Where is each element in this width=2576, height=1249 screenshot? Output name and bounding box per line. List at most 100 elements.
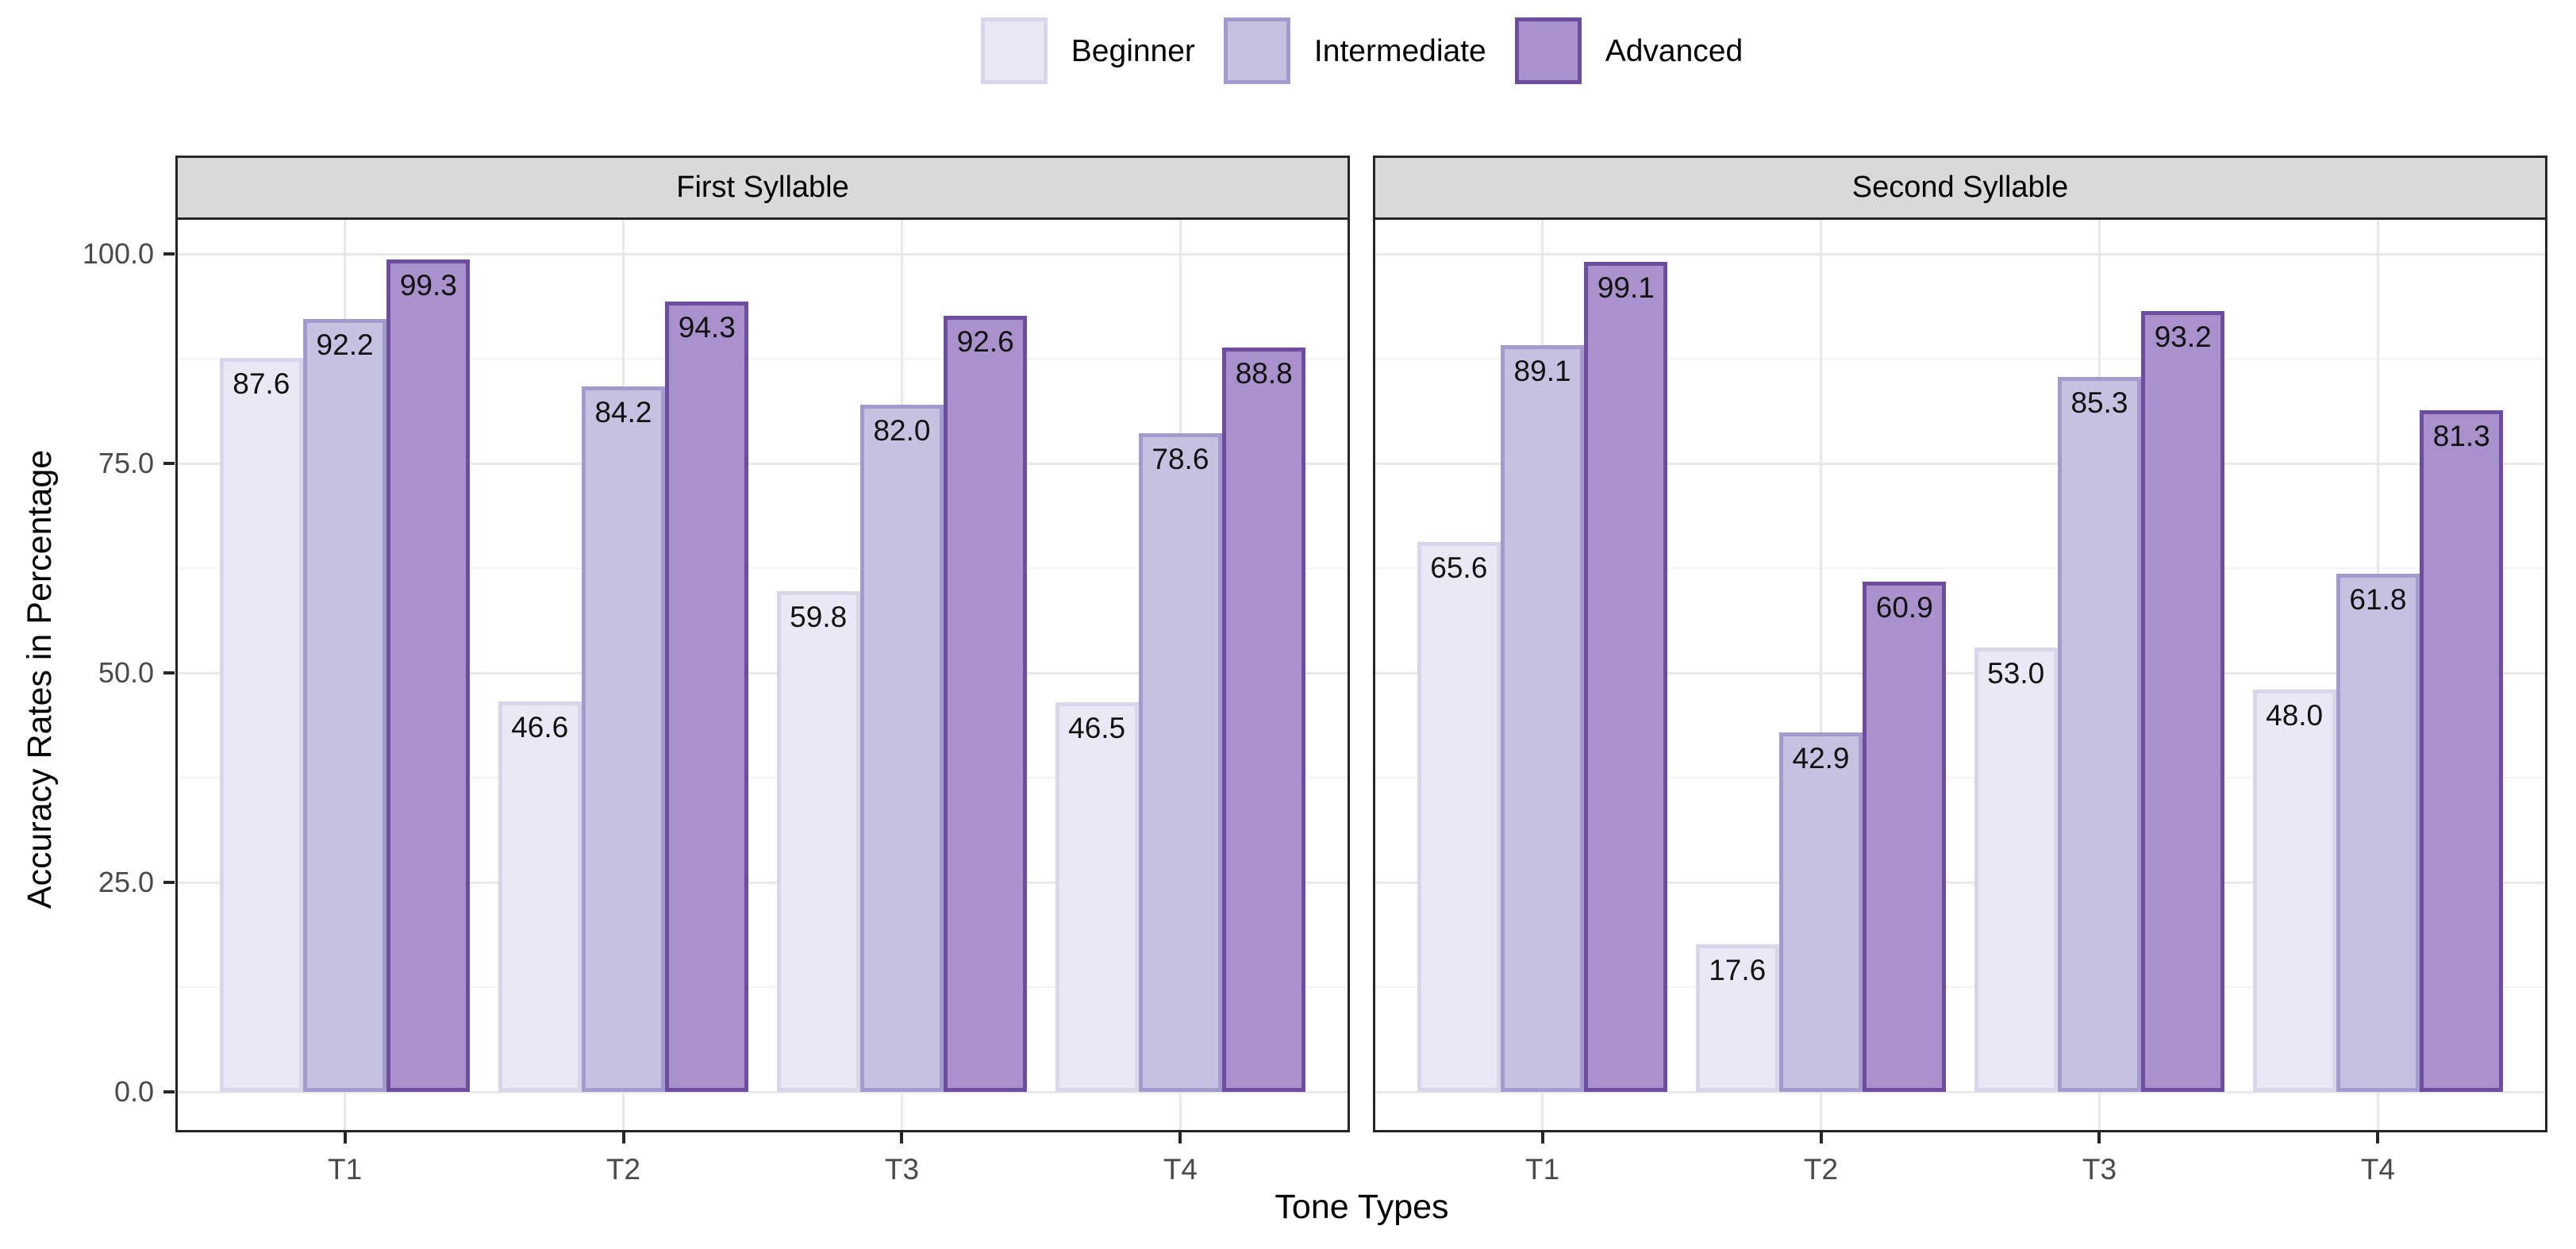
legend-label: Advanced [1605,33,1744,68]
bar-value-label: 78.6 [1152,442,1209,475]
bar-advanced-t2 [1863,581,1947,1092]
facet-strip: First Syllable [175,156,1350,220]
gridline-major [178,1090,1348,1093]
x-tick-label: T1 [327,1153,363,1186]
legend-key-swatch-advanced [1514,17,1582,84]
gridline-major [178,671,1348,674]
bar-value-label: 82.0 [873,414,931,448]
gridline-minor [178,567,1348,569]
x-axis-title: Tone Types [1275,1188,1449,1226]
x-tick-mark [343,1132,347,1143]
bar-value-label: 93.2 [2154,320,2212,353]
gridline-major [1375,252,2545,256]
x-tick-label: T3 [2082,1153,2117,1186]
bar-value-label: 94.3 [678,311,736,344]
gridline-minor [1375,777,2545,778]
y-tick-mark [163,252,175,256]
bar-beginner-t1 [1417,542,1501,1092]
plot-area: 65.6 17.6 53.0 48.0 89.1 42.9 85.3 61.8 99.1 60.9… [1373,217,2547,1132]
y-tick-label: 0.0 [113,1075,154,1108]
facet-strip-label: Second Syllable [1851,171,2069,204]
gridline-minor [1375,986,2545,988]
facet-panel-first-syllable: First Syllable 87.6 46.6 59.8 46.5 92.2 84.2 8… [175,156,1350,1132]
legend: Beginner Intermediate Advanced [175,14,2548,87]
bar-value-label: 46.5 [1068,711,1126,744]
legend-item-beginner: Beginner [980,17,1195,84]
bar-value-label: 48.0 [2266,699,2324,732]
bar-beginner-t3 [776,590,860,1092]
bar-intermediate-t3 [2057,377,2142,1092]
y-tick-label: 50.0 [98,656,154,689]
x-tick-label: T3 [884,1153,920,1186]
y-tick-label: 100.0 [82,237,154,270]
bar-value-label: 61.8 [2349,583,2407,617]
x-tick-label: T2 [606,1153,641,1186]
bar-advanced-t3 [944,316,1028,1092]
bar-value-label: 92.2 [316,329,374,362]
bar-advanced-t2 [665,302,749,1092]
gridline-major [1375,1090,2545,1093]
gridline-vertical [1820,220,1823,1130]
gridline-major [1375,462,2545,465]
bar-advanced-t1 [1584,261,1668,1092]
x-tick-mark [2097,1132,2101,1143]
bar-intermediate-t4 [1138,432,1223,1092]
gridline-minor [178,986,1348,988]
bar-value-label: 60.9 [1875,590,1933,624]
legend-item-intermediate: Intermediate [1223,17,1486,84]
bar-intermediate-t2 [1778,732,1863,1092]
bar-value-label: 92.6 [956,325,1014,359]
gridline-major [178,462,1348,465]
x-tick-mark [2376,1132,2380,1143]
bar-value-label: 87.6 [233,367,290,400]
gridline-minor [1375,358,2545,359]
bar-value-label: 99.3 [399,269,457,302]
legend-label: Intermediate [1313,33,1486,68]
bar-value-label: 89.1 [1513,355,1571,388]
y-tick-mark [163,462,175,465]
y-tick-mark [163,671,175,674]
legend-label: Beginner [1071,33,1195,68]
bar-value-label: 81.3 [2432,420,2490,453]
bar-beginner-t3 [1974,648,2058,1092]
bar-value-label: 17.6 [1709,954,1767,987]
bar-intermediate-t1 [1500,345,1585,1092]
x-tick-label: T2 [1803,1153,1839,1186]
bar-advanced-t4 [1222,348,1306,1092]
bar-value-label: 46.6 [511,710,569,744]
x-tick-mark [1178,1132,1182,1143]
x-tick-label: T4 [1163,1153,1198,1186]
y-tick-label: 75.0 [98,447,154,479]
bar-value-label: 59.8 [790,600,848,633]
bar-intermediate-t3 [859,405,944,1092]
gridline-minor [1375,567,2545,569]
gridline-major [178,881,1348,884]
facet-strip-label: First Syllable [676,171,849,204]
plot-area: 87.6 46.6 59.8 46.5 92.2 84.2 82.0 78.6 99.3 94.3… [175,217,1350,1132]
gridline-minor [178,777,1348,778]
bar-beginner-t1 [219,357,303,1092]
legend-key-swatch-intermediate [1223,17,1290,84]
bar-intermediate-t2 [581,386,666,1092]
bar-beginner-t2 [1695,944,1779,1092]
bar-advanced-t1 [386,259,471,1092]
bar-value-label: 88.8 [1235,357,1293,390]
legend-key-swatch-beginner [980,17,1048,84]
bar-intermediate-t1 [302,319,387,1092]
bar-value-label: 65.6 [1430,551,1488,585]
x-tick-label: T4 [2360,1153,2396,1186]
x-tick-mark [900,1132,904,1143]
facet-panel-second-syllable: Second Syllable 65.6 17.6 53.0 48.0 89.1 42.9… [1373,156,2547,1132]
x-tick-mark [1819,1132,1823,1143]
bar-beginner-t4 [1055,701,1139,1092]
bar-value-label: 85.3 [2070,386,2128,420]
bar-intermediate-t4 [2336,574,2420,1092]
gridline-major [1375,881,2545,884]
bar-beginner-t2 [498,701,582,1092]
x-tick-label: T1 [1524,1153,1560,1186]
bar-advanced-t3 [2141,310,2225,1092]
y-tick-mark [163,881,175,884]
gridline-major [1375,671,2545,674]
bar-value-label: 84.2 [594,395,652,429]
